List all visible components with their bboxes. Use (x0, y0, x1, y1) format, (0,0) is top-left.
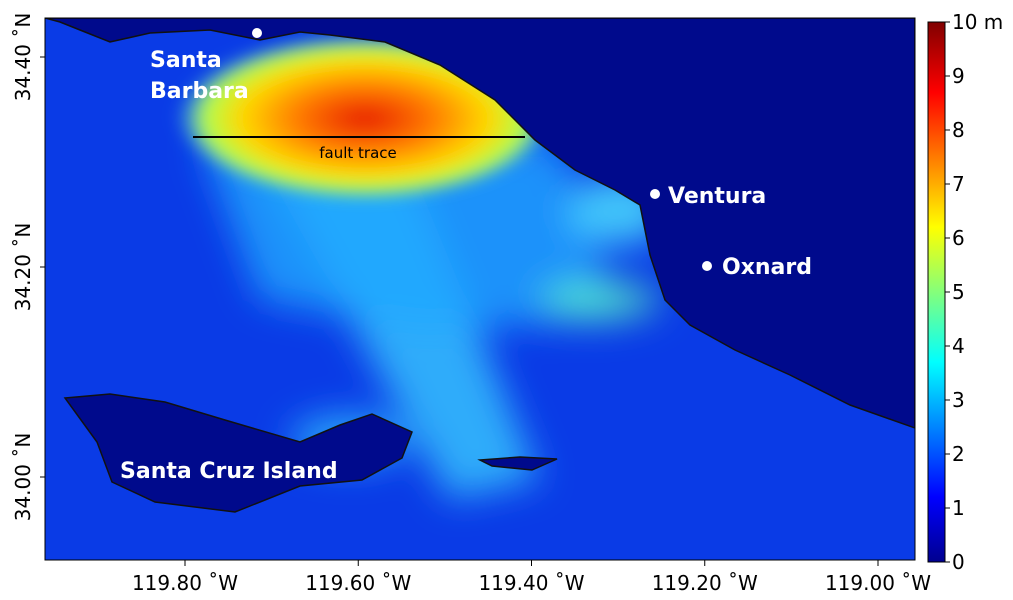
colorbar-tick-label: 3 (952, 388, 965, 412)
lon-tick-label: 119.40 ˚W (478, 571, 584, 595)
colorbar-tick-label: 6 (952, 226, 965, 250)
lon-tick-label: 119.00 ˚W (825, 571, 931, 595)
city-dot (702, 261, 712, 271)
place-label: Ventura (668, 184, 766, 209)
colorbar-tick-label: 0 (952, 550, 965, 574)
colorbar-tick-label: 10 m (952, 10, 1003, 34)
lat-tick-label: 34.20 ˚N (11, 223, 35, 312)
mainland (45, 18, 915, 429)
city-dot (252, 28, 262, 38)
map-frame (44, 17, 916, 561)
city-dot (650, 189, 660, 199)
lat-tick-label: 34.40 ˚N (11, 13, 35, 102)
annotation: fault trace (319, 144, 397, 162)
santa-cruz-island (63, 393, 413, 513)
anacapa-island (477, 456, 558, 471)
lat-tick-label: 34.00 ˚N (11, 433, 35, 522)
colorbar-tick-label: 8 (952, 118, 965, 142)
lon-tick-label: 119.60 ˚W (305, 571, 411, 595)
colorbar (927, 21, 946, 563)
colorbar-tick-label: 2 (952, 442, 965, 466)
map-area (45, 18, 915, 560)
place-label: Santa Cruz Island (120, 459, 338, 484)
colorbar-tick-label: 9 (952, 64, 965, 88)
colorbar-tick-label: 7 (952, 172, 965, 196)
place-label: Barbara (150, 79, 249, 104)
place-label: Oxnard (722, 255, 812, 280)
colorbar-tick-label: 4 (952, 334, 965, 358)
colorbar-tick-label: 5 (952, 280, 965, 304)
place-label: Santa (150, 48, 222, 73)
colorbar-tick-label: 1 (952, 496, 965, 520)
lon-tick-label: 119.20 ˚W (652, 571, 758, 595)
lon-tick-label: 119.80 ˚W (132, 571, 238, 595)
